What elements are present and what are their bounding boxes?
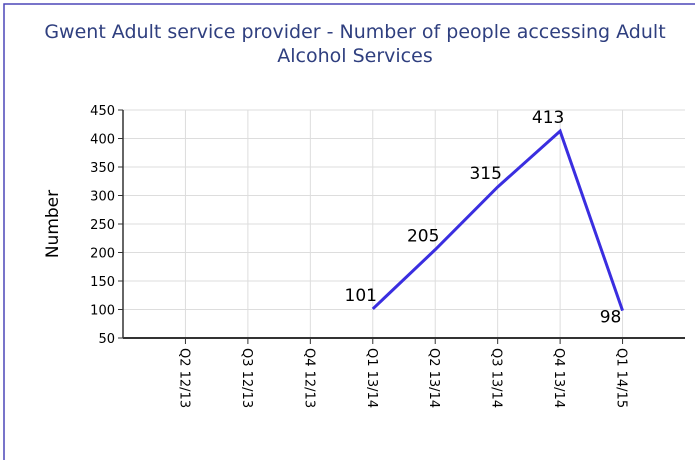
- y-tick-label: 150: [90, 275, 115, 290]
- x-tick-label: Q4 13/14: [551, 348, 566, 408]
- data-label: 315: [469, 164, 501, 184]
- y-tick-label: 300: [90, 190, 115, 205]
- data-label: 101: [345, 286, 377, 306]
- y-tick-label: 200: [90, 247, 115, 262]
- x-tick-label: Q2 13/14: [426, 348, 441, 408]
- x-tick-label: Q4 12/13: [301, 348, 316, 408]
- y-tick-label: 400: [90, 133, 115, 148]
- y-tick-label: 450: [90, 104, 115, 119]
- y-tick-label: 50: [98, 332, 115, 347]
- data-label: 413: [532, 108, 564, 128]
- y-tick-label: 350: [90, 161, 115, 176]
- x-tick-label: Q1 14/15: [614, 348, 629, 408]
- chart-title: Gwent Adult service provider - Number of…: [44, 21, 666, 67]
- x-tick-label: Q3 12/13: [239, 348, 254, 408]
- x-tick-label: Q3 13/14: [489, 348, 504, 408]
- frame: [3, 3, 695, 460]
- x-tick-label: Q1 13/14: [364, 348, 379, 408]
- y-tick-label: 250: [90, 218, 115, 233]
- y-axis-label: Number: [43, 190, 63, 258]
- x-tick-label: Q2 12/13: [176, 348, 191, 408]
- data-line: [371, 128, 624, 312]
- data-label: 98: [600, 308, 622, 328]
- data-label: 205: [407, 227, 439, 247]
- y-tick-label: 100: [90, 304, 115, 319]
